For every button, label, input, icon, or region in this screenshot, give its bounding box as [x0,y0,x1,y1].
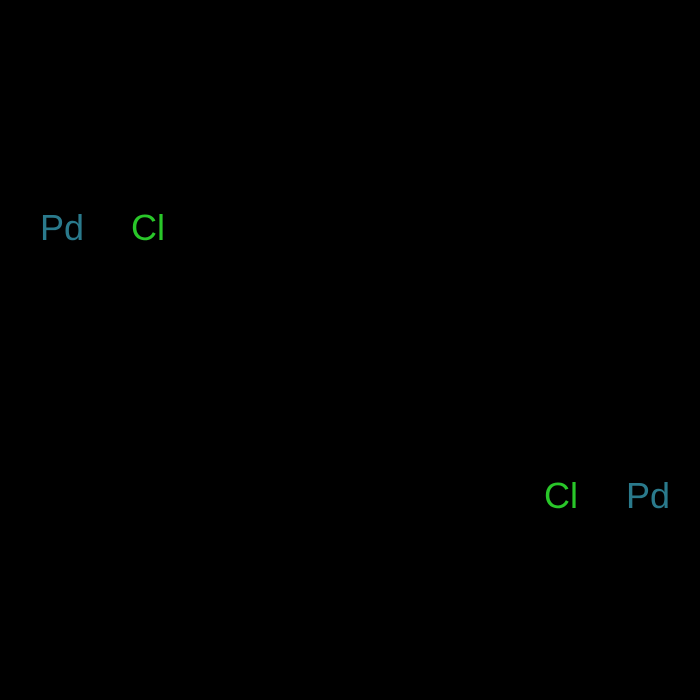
atom-pd-1: Pd [40,207,84,249]
atom-cl-1: Cl [131,207,165,249]
atom-pd-2: Pd [626,475,670,517]
atom-cl-2: Cl [544,475,578,517]
structure-canvas: Pd Cl Cl Pd [0,0,700,700]
